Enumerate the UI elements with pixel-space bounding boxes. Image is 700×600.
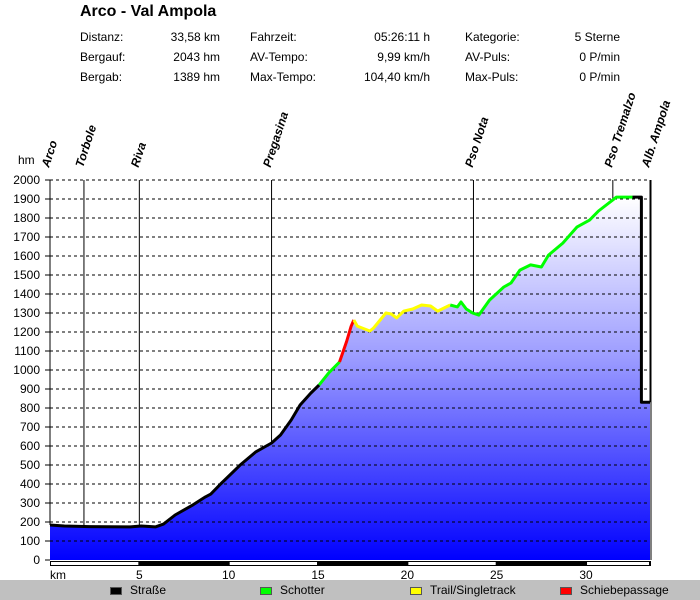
legend-swatch [110,586,122,595]
km-bar-segment [408,562,496,565]
y-tick-label: 1700 [13,230,40,244]
stat-value: 1389 hm [173,70,220,84]
x-tick-label: 5 [136,568,143,580]
legend-item: Trail/Singletrack [410,583,516,597]
stat-value: 9,99 km/h [377,50,430,64]
waypoint-label: Riva [128,140,149,169]
y-tick-label: 1000 [13,363,40,377]
y-tick-label: 1900 [13,192,40,206]
legend-item: Schiebepassage [560,583,669,597]
legend-item: Straße [110,583,166,597]
waypoint-label: Pso Nota [462,115,491,169]
tour-title: Arco - Val Ampola [80,3,217,20]
profile-segment-strae [49,383,321,529]
x-tick-label: 25 [490,568,504,580]
y-tick-label: 800 [20,401,40,415]
y-tick-label: 1200 [13,325,40,339]
y-tick-label: 100 [20,534,40,548]
waypoint-label: Pso Tremalzo [601,91,638,169]
legend-label: Schotter [280,583,325,597]
y-tick-label: 1800 [13,211,40,225]
profile-fill [50,197,650,560]
y-tick-label: 500 [20,458,40,472]
y-axis-label: hm [18,153,35,167]
x-tick-label: 30 [579,568,593,580]
legend-label: Straße [130,583,167,597]
profile-segment-schotter [449,195,633,317]
legend-label: Trail/Singletrack [430,583,516,597]
profile-segment-schiebepassage [338,319,356,363]
y-tick-label: 600 [20,439,40,453]
stat-value: 0 P/min [579,50,620,64]
y-tick-label: 900 [20,382,40,396]
stat-label: Bergauf: [80,50,126,64]
stat-value: 05:26:11 h [374,30,430,44]
y-tick-label: 1300 [13,306,40,320]
km-bar-segment [51,562,139,565]
profile-segment-strae [632,195,650,404]
waypoint-label: Torbole [72,123,99,169]
profile-segment-schotter [317,360,341,386]
legend-item: Schotter [260,583,325,597]
y-tick-label: 0 [33,553,40,567]
profile-segment-trailsingletrack [352,303,451,333]
stat-label: AV-Puls: [465,50,511,64]
y-tick-label: 300 [20,496,40,510]
y-tick-label: 400 [20,477,40,491]
legend-swatch [410,586,422,595]
y-tick-label: 200 [20,515,40,529]
y-tick-label: 2000 [13,173,40,187]
waypoint-label: Pregasina [260,110,291,169]
km-bar-segment [229,562,318,565]
stat-label: AV-Tempo: [250,50,308,64]
x-axis-label: km [50,568,66,580]
x-tick-label: 10 [222,568,236,580]
waypoint-label: Alb. Ampola [638,98,673,170]
stat-label: Kategorie: [465,30,520,44]
stat-label: Bergab: [80,70,123,84]
y-tick-label: 1400 [13,287,40,301]
stat-label: Max-Puls: [465,70,519,84]
stat-value: 0 P/min [579,70,620,84]
stat-value: 33,58 km [170,30,220,44]
x-tick-label: 20 [401,568,415,580]
stat-value: 5 Sterne [574,30,620,44]
stat-label: Max-Tempo: [250,70,317,84]
elevation-chart: 0 100 200 300 400 500 600 700 800 900 1000 1100 1200… [13,91,673,580]
waypoint-label: Arco [38,139,60,170]
legend-swatch [260,586,272,595]
legend: Straße Schotter Trail/Singletrack Schiebepa… [0,580,700,600]
legend-label: Schiebepassage [580,583,669,597]
stat-label: Distanz: [80,30,124,44]
x-tick-label: 15 [311,568,325,580]
km-bar [50,561,651,566]
legend-swatch [560,586,572,595]
y-tick-label: 1500 [13,268,40,282]
y-tick-label: 1100 [14,344,40,358]
y-tick-label: 700 [20,420,40,434]
km-bar-segment [587,562,649,565]
stat-value: 2043 hm [173,50,220,64]
stat-label: Fahrzeit: [250,30,297,44]
stat-value: 104,40 km/h [363,70,430,84]
y-tick-label: 1600 [13,249,40,263]
